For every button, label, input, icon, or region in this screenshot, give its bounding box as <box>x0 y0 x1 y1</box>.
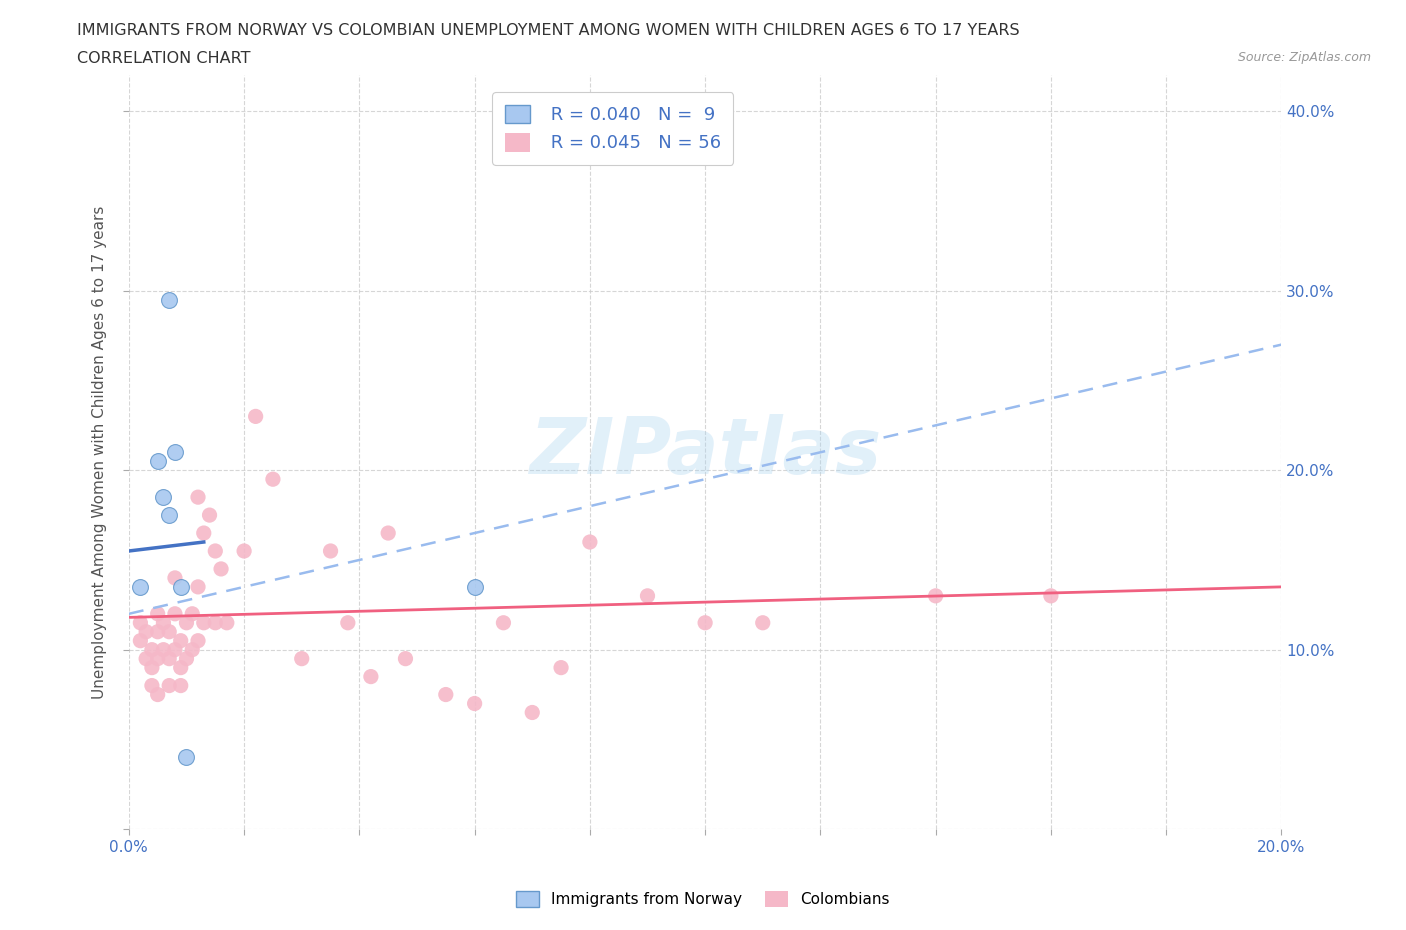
Point <box>157 508 180 523</box>
Point <box>152 616 174 631</box>
Point <box>215 616 238 631</box>
Text: Source: ZipAtlas.com: Source: ZipAtlas.com <box>1237 51 1371 64</box>
Point <box>187 633 209 648</box>
Point <box>170 660 193 675</box>
Point <box>157 651 180 666</box>
Point <box>695 616 717 631</box>
Point <box>262 472 284 486</box>
Point <box>129 579 152 594</box>
Point <box>1039 589 1062 604</box>
Point <box>129 616 152 631</box>
Point <box>752 616 775 631</box>
Point <box>146 651 169 666</box>
Point <box>152 490 174 505</box>
Point <box>135 624 157 639</box>
Point <box>394 651 416 666</box>
Point <box>233 543 256 558</box>
Point <box>360 670 382 684</box>
Point <box>377 525 399 540</box>
Point <box>291 651 314 666</box>
Point <box>157 292 180 307</box>
Point <box>198 508 221 523</box>
Text: IMMIGRANTS FROM NORWAY VS COLOMBIAN UNEMPLOYMENT AMONG WOMEN WITH CHILDREN AGES : IMMIGRANTS FROM NORWAY VS COLOMBIAN UNEM… <box>77 23 1019 38</box>
Point <box>152 643 174 658</box>
Point <box>245 409 267 424</box>
Y-axis label: Unemployment Among Women with Children Ages 6 to 17 years: Unemployment Among Women with Children A… <box>93 206 107 699</box>
Text: ZIPatlas: ZIPatlas <box>529 414 882 490</box>
Point <box>129 633 152 648</box>
Point <box>181 643 204 658</box>
Point <box>146 606 169 621</box>
Point <box>336 616 359 631</box>
Point <box>187 579 209 594</box>
Legend: Immigrants from Norway, Colombians: Immigrants from Norway, Colombians <box>510 884 896 913</box>
Point <box>464 579 486 594</box>
Point <box>146 687 169 702</box>
Point <box>163 445 186 459</box>
Point <box>193 616 215 631</box>
Text: CORRELATION CHART: CORRELATION CHART <box>77 51 250 66</box>
Point <box>522 705 544 720</box>
Point <box>204 543 226 558</box>
Point <box>209 562 232 577</box>
Point <box>176 750 198 764</box>
Point <box>319 543 342 558</box>
Point <box>637 589 659 604</box>
Point <box>193 525 215 540</box>
Point <box>170 633 193 648</box>
Point <box>141 678 163 693</box>
Point <box>157 678 180 693</box>
Point <box>163 643 186 658</box>
Point <box>170 678 193 693</box>
Point <box>141 660 163 675</box>
Point <box>163 570 186 585</box>
Point <box>187 490 209 505</box>
Point <box>434 687 457 702</box>
Point <box>141 643 163 658</box>
Point <box>135 651 157 666</box>
Legend:  R = 0.040   N =  9,  R = 0.045   N = 56: R = 0.040 N = 9, R = 0.045 N = 56 <box>492 92 734 165</box>
Point <box>176 616 198 631</box>
Point <box>163 606 186 621</box>
Point <box>550 660 572 675</box>
Point <box>204 616 226 631</box>
Point <box>492 616 515 631</box>
Point <box>464 696 486 711</box>
Point <box>176 651 198 666</box>
Point <box>146 454 169 469</box>
Point <box>157 624 180 639</box>
Point <box>181 606 204 621</box>
Point <box>146 624 169 639</box>
Point <box>579 535 602 550</box>
Point <box>924 589 946 604</box>
Point <box>170 579 193 594</box>
